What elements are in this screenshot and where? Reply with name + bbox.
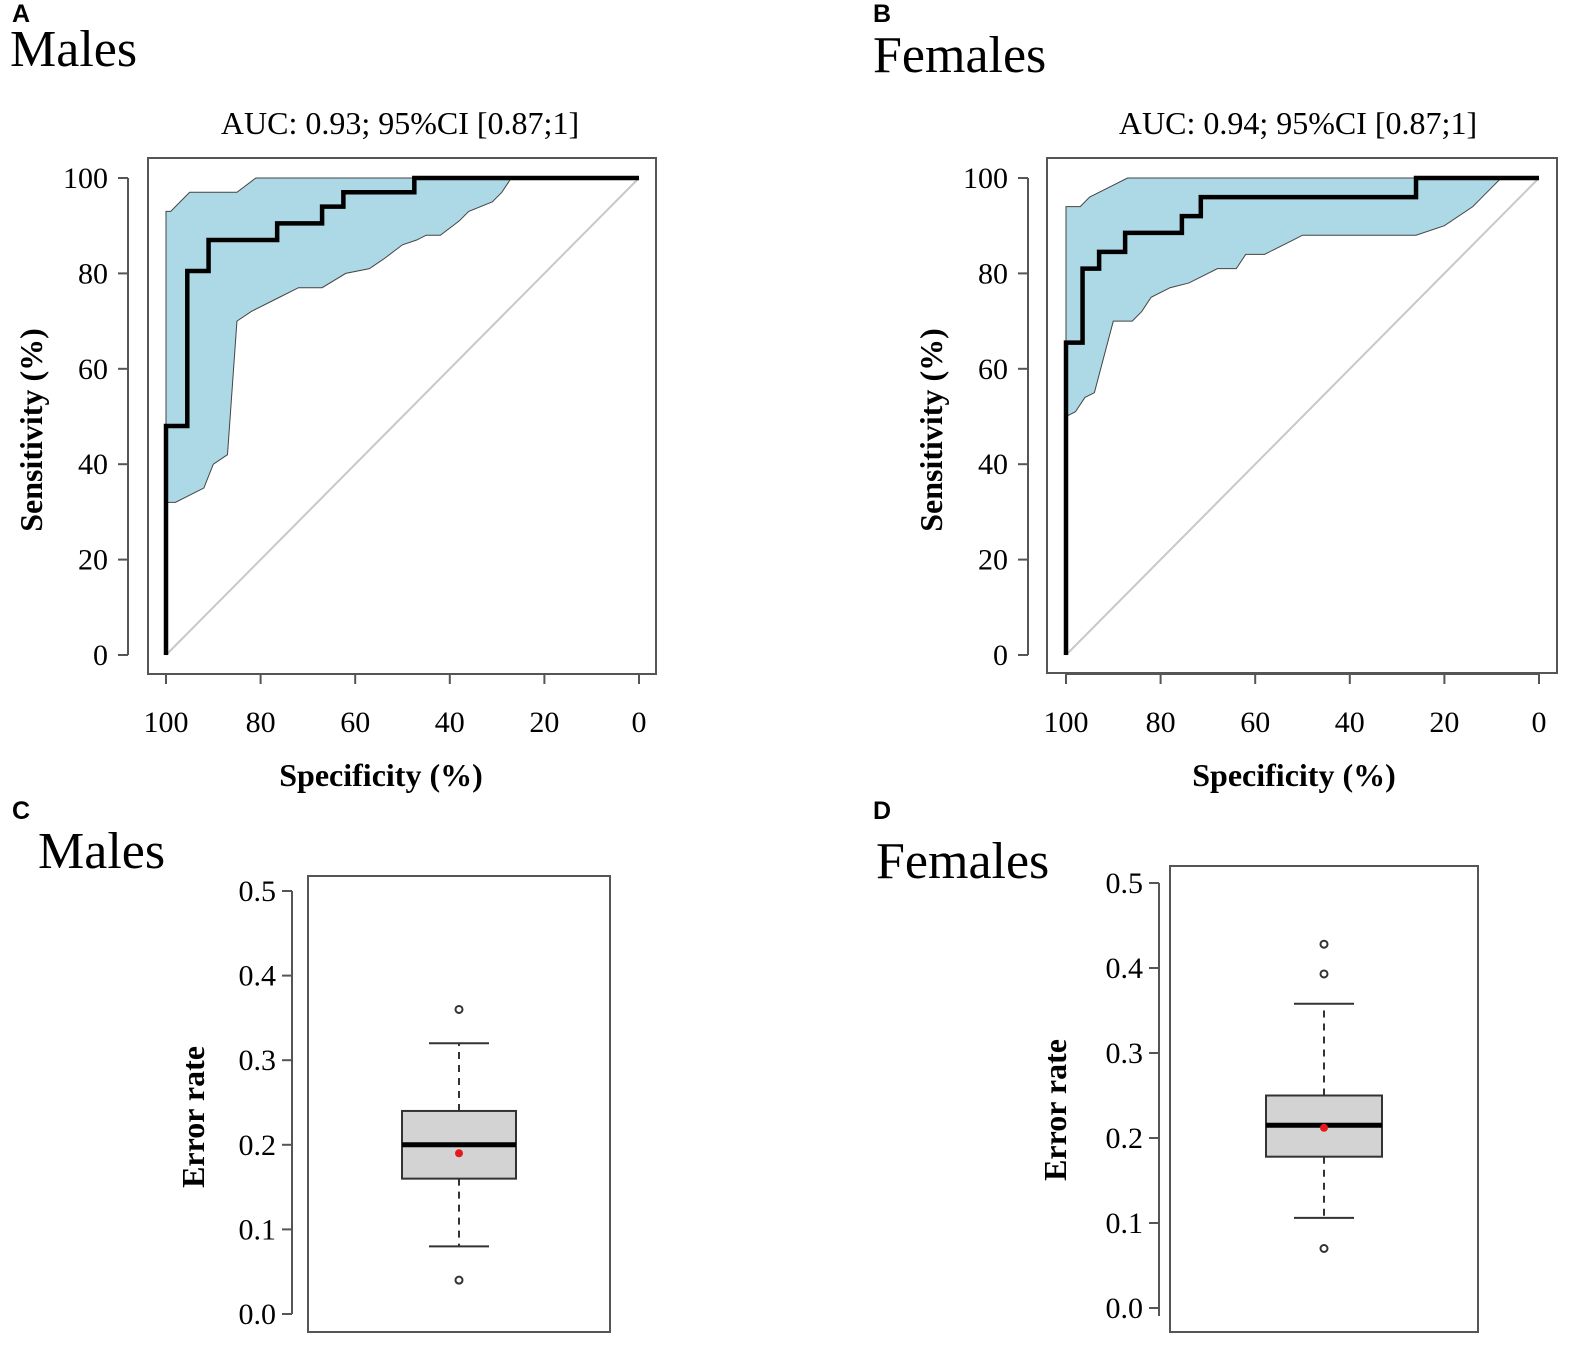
- y-tick-label-d-0: 0.0: [1106, 1292, 1144, 1325]
- y-tick-label-b-2: 40: [978, 448, 1008, 481]
- panel-title-a: Males: [10, 21, 138, 78]
- y-tick-label-a-1: 20: [78, 544, 108, 577]
- y-tick-label-b-3: 60: [978, 353, 1008, 386]
- plot-frame-d: [1169, 865, 1479, 1333]
- box-chart-males: 0.0 0.1 0.2 0.3 0.4 0.5 Error rate: [175, 875, 611, 1333]
- panel-title-d: Females: [876, 833, 1050, 890]
- y-axis-label-c: Error rate: [175, 1046, 211, 1188]
- y-tick-label-c-4: 0.4: [239, 960, 277, 993]
- plot-frame-c: [307, 875, 611, 1333]
- y-tick-label-a-4: 80: [78, 257, 108, 290]
- x-axis-b: 100 80 60 40 20 0: [1044, 673, 1547, 739]
- boxplot-d: [1265, 939, 1383, 1253]
- outlier-point-d-0: [1319, 1244, 1329, 1253]
- box-chart-females: 0.0 0.1 0.2 0.3 0.4 0.5 Error rate: [1037, 865, 1479, 1333]
- y-tick-label-d-1: 0.1: [1106, 1207, 1144, 1240]
- x-tick-label-b-4: 20: [1429, 706, 1459, 739]
- y-tick-label-d-4: 0.4: [1106, 952, 1144, 985]
- y-axis-label-a: Sensitivity (%): [13, 328, 49, 532]
- mean-marker-d: [1320, 1123, 1328, 1132]
- reference-diagonal-b: [1065, 177, 1540, 656]
- y-tick-label-d-5: 0.5: [1106, 867, 1144, 900]
- x-tick-label-a-0: 100: [144, 706, 189, 739]
- panel-letter-d: D: [873, 797, 892, 825]
- y-tick-label-b-0: 0: [993, 639, 1008, 672]
- y-axis-label-d: Error rate: [1037, 1039, 1073, 1181]
- roc-curve-a: [163, 175, 639, 655]
- roc-curve-b: [1063, 175, 1539, 655]
- x-axis-a: 100 80 60 40 20 0: [144, 673, 647, 739]
- y-tick-label-a-2: 40: [78, 448, 108, 481]
- x-axis-label-b: Specificity (%): [1192, 757, 1396, 793]
- y-tick-label-c-1: 0.1: [239, 1213, 277, 1246]
- x-tick-label-b-0: 100: [1044, 706, 1089, 739]
- panel-letter-c: C: [12, 797, 31, 825]
- outlier-point-d-2: [1319, 939, 1329, 949]
- y-tick-label-d-3: 0.3: [1106, 1037, 1144, 1070]
- x-tick-label-a-2: 60: [340, 706, 370, 739]
- x-tick-label-a-1: 80: [246, 706, 276, 739]
- x-tick-label-b-3: 40: [1335, 706, 1365, 739]
- panel-letter-a: A: [12, 0, 31, 28]
- y-axis-b: 0 20 40 60 80 100: [963, 162, 1029, 672]
- x-tick-label-b-5: 0: [1532, 706, 1547, 739]
- x-tick-label-a-5: 0: [632, 706, 647, 739]
- y-axis-a: 0 20 40 60 80 100: [63, 162, 129, 672]
- y-tick-label-c-3: 0.3: [239, 1044, 277, 1077]
- ci-band-b: [1065, 177, 1539, 655]
- panel-title-c: Males: [38, 823, 166, 880]
- y-tick-label-d-2: 0.2: [1106, 1122, 1144, 1155]
- outlier-point-c-1: [454, 1004, 464, 1014]
- mean-marker-c: [455, 1149, 463, 1158]
- roc-chart-males: AUC: 0.93; 95%CI [0.87;1] 100 80 60 40 20 0 0…: [13, 105, 657, 793]
- y-tick-label-b-4: 80: [978, 257, 1008, 290]
- y-axis-c: 0.0 0.1 0.2 0.3 0.4 0.5: [239, 875, 293, 1331]
- roc-title-b: AUC: 0.94; 95%CI [0.87;1]: [1119, 105, 1477, 141]
- outlier-point-d-1: [1319, 969, 1329, 979]
- y-tick-label-a-5: 100: [63, 162, 108, 195]
- ci-band-a: [165, 177, 639, 655]
- y-tick-label-c-0: 0.0: [239, 1298, 277, 1331]
- y-tick-label-b-1: 20: [978, 544, 1008, 577]
- reference-diagonal-a: [165, 177, 640, 656]
- y-tick-label-c-2: 0.2: [239, 1129, 277, 1162]
- x-tick-label-a-4: 20: [529, 706, 559, 739]
- roc-chart-females: AUC: 0.94; 95%CI [0.87;1] 100 80 60 40 20 0 0…: [913, 105, 1558, 793]
- y-tick-label-a-3: 60: [78, 353, 108, 386]
- y-tick-label-a-0: 0: [93, 639, 108, 672]
- y-axis-d: 0.0 0.1 0.2 0.3 0.4 0.5: [1106, 867, 1160, 1325]
- roc-title-a: AUC: 0.93; 95%CI [0.87;1]: [221, 105, 579, 141]
- panel-letter-b: B: [873, 0, 892, 28]
- outlier-point-c-0: [454, 1275, 464, 1285]
- x-tick-label-b-1: 80: [1146, 706, 1176, 739]
- x-tick-label-a-3: 40: [435, 706, 465, 739]
- panel-title-b: Females: [873, 27, 1047, 84]
- y-tick-label-c-5: 0.5: [239, 875, 277, 908]
- boxplot-c: [401, 1004, 517, 1285]
- y-tick-label-b-5: 100: [963, 162, 1008, 195]
- x-tick-label-b-2: 60: [1240, 706, 1270, 739]
- x-axis-label-a: Specificity (%): [279, 757, 483, 793]
- y-axis-label-b: Sensitivity (%): [913, 328, 949, 532]
